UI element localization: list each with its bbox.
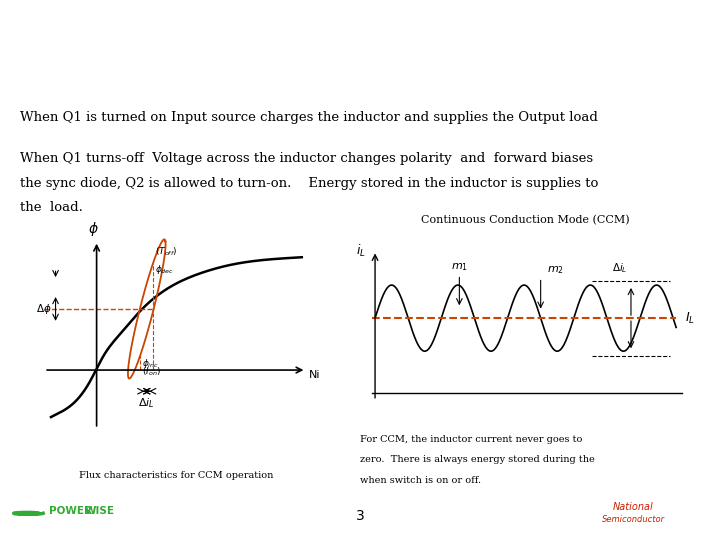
Text: $\phi$: $\phi$ bbox=[88, 220, 99, 239]
Text: 3: 3 bbox=[356, 509, 364, 523]
Text: $\Delta i_L$: $\Delta i_L$ bbox=[613, 261, 628, 274]
Text: $m_1$: $m_1$ bbox=[451, 261, 468, 273]
Text: $m_2$: $m_2$ bbox=[546, 264, 564, 276]
Text: Continuous vs Discontinuous mode of: Continuous vs Discontinuous mode of bbox=[16, 23, 519, 46]
Text: $\phi_{dec}$: $\phi_{dec}$ bbox=[156, 263, 175, 276]
Text: the sync diode, Q2 is allowed to turn-on.    Energy stored in the inductor is su: the sync diode, Q2 is allowed to turn-on… bbox=[20, 177, 598, 190]
Text: When Q1 turns-off  Voltage across the inductor changes polarity  and  forward bi: When Q1 turns-off Voltage across the ind… bbox=[20, 152, 593, 165]
Text: the  load.: the load. bbox=[20, 201, 83, 214]
Text: Operation: Operation bbox=[16, 39, 149, 63]
Text: Semiconductor: Semiconductor bbox=[602, 515, 665, 524]
Text: National: National bbox=[613, 502, 654, 512]
Text: Ni: Ni bbox=[309, 370, 320, 380]
Text: $\Delta i_L$: $\Delta i_L$ bbox=[138, 396, 155, 410]
Text: $(T_{off})$: $(T_{off})$ bbox=[156, 246, 178, 258]
Text: when switch is on or off.: when switch is on or off. bbox=[360, 476, 481, 485]
Text: WISE: WISE bbox=[85, 506, 115, 516]
Text: zero.  There is always energy stored during the: zero. There is always energy stored duri… bbox=[360, 455, 595, 464]
Text: For CCM, the inductor current never goes to: For CCM, the inductor current never goes… bbox=[360, 435, 582, 444]
Text: $\phi_{inc}$: $\phi_{inc}$ bbox=[142, 357, 158, 370]
Text: POWER: POWER bbox=[49, 506, 92, 516]
Text: $\Delta\phi$: $\Delta\phi$ bbox=[36, 302, 52, 316]
Text: $i_L$: $i_L$ bbox=[356, 242, 366, 259]
Text: $I_L$: $I_L$ bbox=[685, 310, 696, 326]
Text: $(I_{on})$: $(I_{on})$ bbox=[142, 366, 161, 378]
Text: Continuous Conduction Mode (CCM): Continuous Conduction Mode (CCM) bbox=[421, 215, 630, 226]
Text: When Q1 is turned on Input source charges the inductor and supplies the Output l: When Q1 is turned on Input source charge… bbox=[20, 111, 598, 124]
Text: Flux characteristics for CCM operation: Flux characteristics for CCM operation bbox=[79, 471, 274, 480]
